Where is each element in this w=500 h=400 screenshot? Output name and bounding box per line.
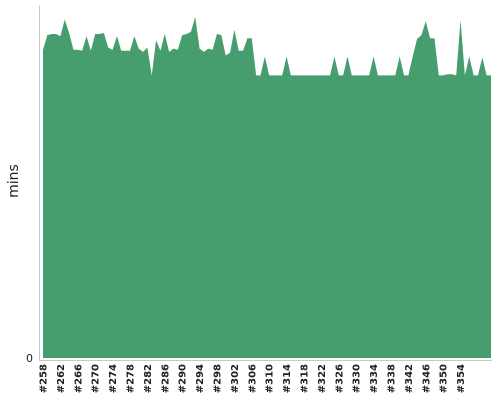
x-tick-label: #354	[456, 364, 467, 393]
series-area	[43, 16, 491, 358]
x-tick-label: #322	[317, 364, 328, 393]
x-tick-label: #278	[125, 364, 136, 393]
x-tick-label: #258	[39, 364, 50, 393]
x-tick-label: #294	[195, 364, 206, 393]
x-tick-label: #302	[230, 364, 241, 393]
x-tick-label: #282	[143, 364, 154, 393]
y-axis-label: mins	[6, 164, 22, 198]
x-tick-label: #298	[212, 364, 223, 393]
x-tick-label: #326	[334, 364, 345, 393]
x-tick-label: #314	[282, 364, 293, 393]
x-tick-label: #266	[73, 364, 84, 393]
x-tick-label: #262	[56, 364, 67, 393]
x-tick-label: #270	[91, 364, 102, 393]
x-tick-label: #310	[265, 364, 276, 393]
x-tick-label: #346	[421, 364, 432, 393]
x-tick-label: #306	[247, 364, 258, 393]
x-tick-label: #334	[369, 364, 380, 393]
y-tick-label-0: 0	[26, 352, 33, 365]
x-tick-label: #274	[108, 364, 119, 393]
x-tick-label: #350	[439, 364, 450, 393]
x-tick-label: #338	[386, 364, 397, 393]
x-tick-label: #342	[404, 364, 415, 393]
x-tick-label: #330	[352, 364, 363, 393]
x-tick-label: #318	[299, 364, 310, 393]
x-tick-label: #286	[160, 364, 171, 393]
x-tick-labels: #258 #262 #266 #270 #274 #278 #282 #286 #290 #294…	[39, 364, 468, 393]
x-tick-label: #290	[178, 364, 189, 393]
